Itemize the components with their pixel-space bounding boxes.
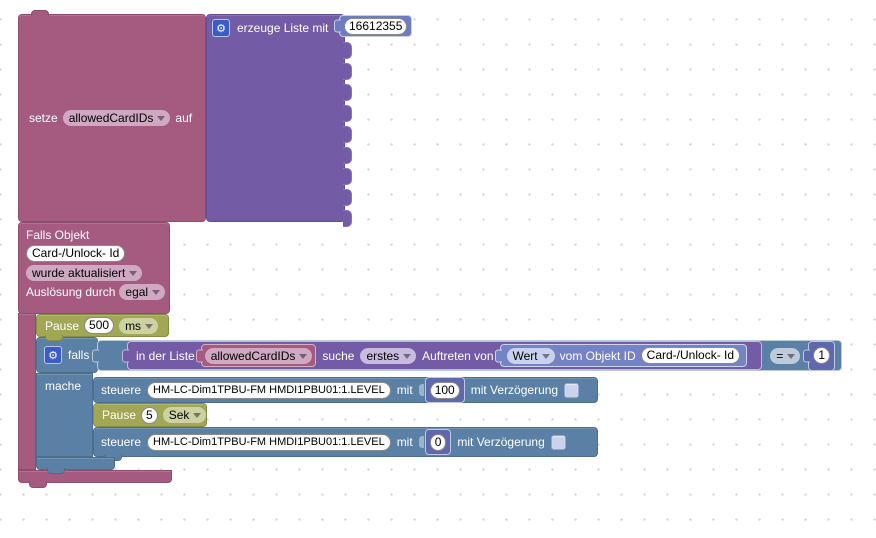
value-input-socket: [418, 384, 424, 396]
trigger-block-bottom: [18, 470, 172, 488]
control-label: steuere: [101, 435, 142, 449]
control-on-block[interactable]: steuere HM-LC-Dim1TPBU-FM HMDI1PBU01:1.L…: [93, 377, 598, 403]
search-label: suche: [322, 348, 355, 363]
in-list-label: in der Liste: [136, 348, 195, 363]
empty-input-socket[interactable]: [343, 63, 352, 80]
delay-checkbox[interactable]: [550, 434, 566, 450]
pause-500-block[interactable]: Pause 500 ms: [36, 314, 169, 341]
delay-label: mit Verzögerung: [457, 435, 545, 449]
if-block-spine: mache: [36, 373, 93, 457]
compare-block[interactable]: in der Liste allowedCardIDs suche erstes…: [92, 340, 842, 371]
empty-input-socket[interactable]: [343, 126, 352, 143]
occurrence-label: Auftreten von: [422, 348, 494, 363]
delay-checkbox[interactable]: [564, 382, 580, 398]
mutator-gear-icon[interactable]: ⚙: [44, 346, 62, 364]
output-connection-tab: [803, 349, 811, 362]
next-connection-tab: [47, 468, 65, 474]
control-off-block[interactable]: steuere HM-LC-Dim1TPBU-FM HMDI1PBU01:1.L…: [93, 427, 598, 461]
output-connection-tab: [334, 19, 341, 33]
to-label: auf: [175, 111, 193, 125]
next-connection-tab: [29, 481, 47, 488]
device-id-field[interactable]: HM-LC-Dim1TPBU-FM HMDI1PBU01:1.LEVEL: [147, 433, 391, 451]
if-label: falls: [68, 348, 90, 362]
with-label: mit: [396, 383, 413, 397]
trigger-mode-dropdown[interactable]: egal: [119, 284, 166, 300]
pause-label: Pause: [45, 318, 80, 333]
value-number-block[interactable]: 0: [424, 429, 452, 455]
pause-5-block[interactable]: Pause 5 Sek: [93, 403, 207, 427]
unit-dropdown[interactable]: Sek: [162, 407, 207, 423]
empty-input-socket[interactable]: [343, 147, 352, 164]
value-input-socket: [418, 436, 424, 448]
compare-value-number-block[interactable]: 1: [803, 340, 835, 371]
create-list-block[interactable]: ⚙ erzeuge Liste mit: [206, 14, 352, 227]
output-connection-tab: [122, 349, 129, 362]
empty-input-socket[interactable]: [343, 189, 352, 206]
do-label: mache: [45, 379, 82, 393]
duration-field[interactable]: 500: [84, 317, 115, 334]
value-number-block[interactable]: 100: [424, 377, 465, 403]
pause-label: Pause: [102, 408, 137, 422]
trigger-title: Falls Objekt: [26, 228, 90, 242]
delay-label: mit Verzögerung: [470, 383, 559, 397]
output-connection-tab: [195, 349, 203, 362]
variable-dropdown[interactable]: allowedCardIDs: [62, 110, 171, 126]
set-label: setze: [29, 111, 58, 125]
set-variable-block[interactable]: setze allowedCardIDs auf: [18, 10, 206, 222]
from-object-label: vom Objekt ID: [559, 348, 636, 363]
control-label: steuere: [101, 383, 142, 397]
create-list-label: erzeuge Liste mit: [237, 21, 329, 35]
trigger-block-spine: [18, 313, 36, 470]
variable-dropdown[interactable]: allowedCardIDs: [204, 347, 313, 364]
empty-input-socket[interactable]: [343, 42, 352, 59]
with-label: mit: [396, 435, 413, 449]
trigger-mode-label: Auslösung durch: [26, 285, 116, 299]
attribute-dropdown[interactable]: Wert: [506, 347, 555, 364]
operator-dropdown[interactable]: =: [770, 347, 801, 364]
output-connection-tab: [92, 349, 99, 362]
mutator-gear-icon[interactable]: ⚙: [212, 19, 230, 37]
if-block-bottom: [36, 457, 115, 474]
output-connection-tab: [494, 349, 502, 362]
empty-input-socket[interactable]: [343, 168, 352, 185]
empty-input-socket[interactable]: [343, 84, 352, 101]
empty-input-socket[interactable]: [343, 210, 352, 227]
trigger-block[interactable]: Falls Objekt Card-/Unlock- Id wurde aktu…: [18, 222, 170, 314]
object-id-field[interactable]: Card-/Unlock- Id: [640, 347, 741, 364]
unit-dropdown[interactable]: ms: [119, 317, 159, 334]
variable-block[interactable]: allowedCardIDs: [195, 344, 317, 367]
empty-input-socket[interactable]: [343, 105, 352, 122]
list-item-number-block[interactable]: 16612355: [334, 15, 413, 37]
list-search-block[interactable]: in der Liste allowedCardIDs suche erstes…: [122, 341, 763, 370]
event-dropdown[interactable]: wurde aktualisiert: [26, 265, 143, 281]
get-value-block[interactable]: Wert vom Objekt ID Card-/Unlock- Id: [494, 344, 748, 367]
number-field[interactable]: 100: [429, 381, 460, 399]
occurrence-mode-dropdown[interactable]: erstes: [360, 347, 417, 364]
number-field[interactable]: 1: [813, 347, 830, 364]
number-field[interactable]: 16612355: [344, 17, 408, 35]
if-block[interactable]: ⚙ falls: [36, 337, 98, 373]
device-id-field[interactable]: HM-LC-Dim1TPBU-FM HMDI1PBU01:1.LEVEL: [147, 381, 391, 399]
object-id-field[interactable]: Card-/Unlock- Id: [26, 245, 126, 262]
duration-field[interactable]: 5: [141, 406, 158, 424]
number-field[interactable]: 0: [429, 433, 447, 451]
previous-connection-tab: [31, 10, 49, 16]
next-connection-tab: [45, 335, 63, 341]
